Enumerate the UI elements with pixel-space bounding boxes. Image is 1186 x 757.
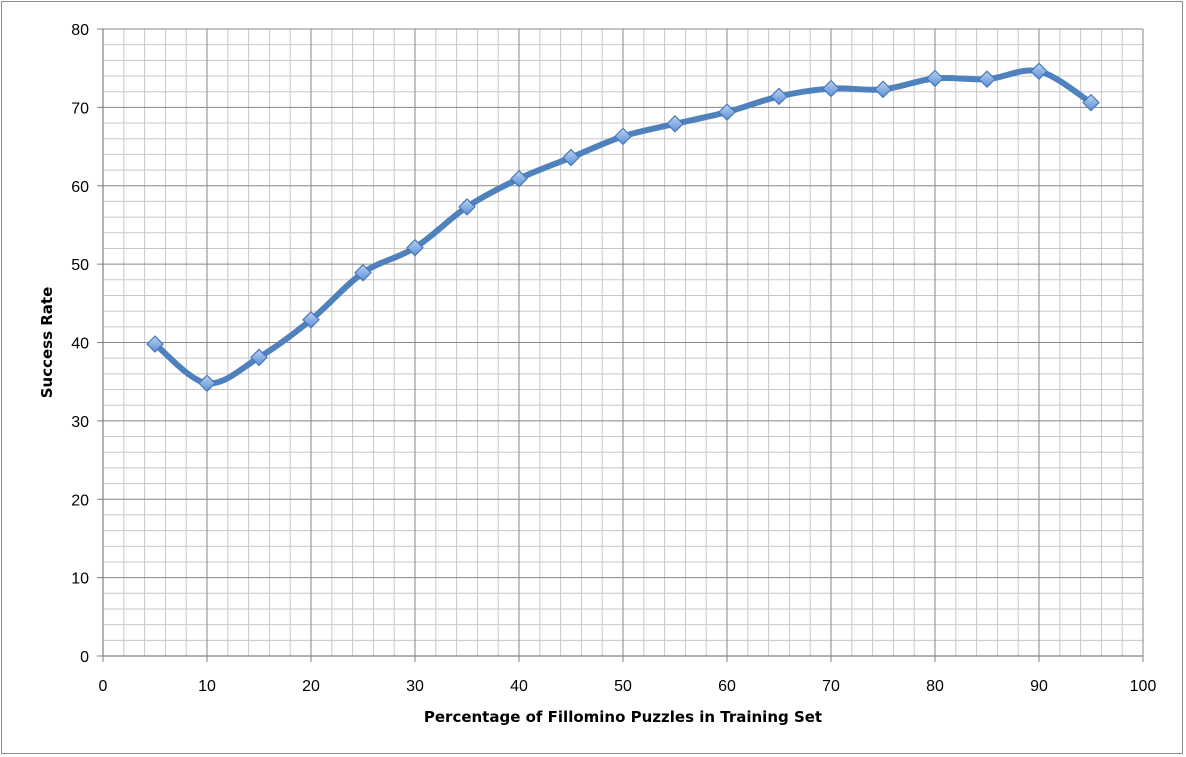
y-tick-label: 40 [71,336,89,353]
data-point-marker [354,263,372,282]
x-tick-label: 80 [926,678,944,695]
data-point-marker [1082,93,1100,112]
data-point-marker [146,335,164,353]
x-tick-label: 60 [718,678,736,695]
y-axis-tick-labels: 0 10 20 30 40 50 60 70 80 [71,22,89,666]
x-tick-label: 70 [822,678,840,695]
data-point-marker [510,169,528,188]
data-point-marker [874,80,892,99]
marker-layer [146,62,1100,393]
y-tick-label: 0 [80,649,89,666]
data-point-marker [614,127,632,146]
x-tick-label: 40 [510,678,528,695]
x-tick-label: 20 [302,678,320,695]
axes [97,28,1144,662]
y-tick-label: 60 [71,179,89,196]
data-point-marker [198,374,216,393]
y-tick-label: 80 [71,22,89,39]
data-point-marker [978,70,996,89]
y-axis-title: Success Rate [38,287,56,399]
x-tick-label: 10 [198,678,216,695]
data-point-marker [666,114,684,133]
data-point-marker [406,238,424,257]
data-point-marker [718,103,736,121]
x-tick-label: 100 [1130,678,1157,695]
data-point-marker [458,198,476,216]
x-tick-label: 30 [406,678,424,695]
y-tick-label: 20 [71,492,89,509]
y-tick-label: 30 [71,414,89,431]
y-tick-label: 10 [71,571,89,588]
data-point-marker [926,69,944,88]
y-tick-label: 50 [71,257,89,274]
x-tick-label: 90 [1030,678,1048,695]
y-tick-label: 70 [71,100,89,117]
data-point-marker [302,310,320,329]
data-point-marker [562,148,580,167]
x-tick-label: 50 [614,678,632,695]
data-point-marker [770,87,788,106]
x-tick-label: 0 [99,678,108,695]
data-point-marker [1030,62,1048,81]
x-axis-tick-labels: 0 10 20 30 40 50 60 70 80 90 100 [99,678,1157,695]
data-point-marker [250,348,268,367]
x-axis-title: Percentage of Fillomino Puzzles in Train… [424,708,822,726]
data-point-marker [822,79,840,98]
